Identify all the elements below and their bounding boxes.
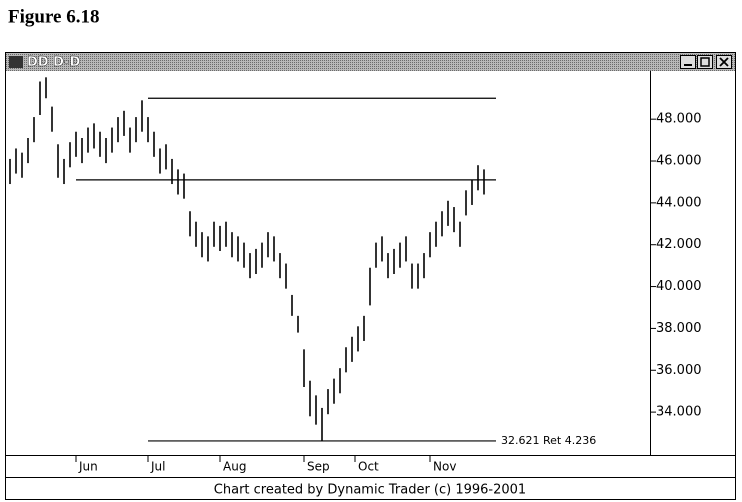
window-title: DD D-D bbox=[27, 55, 81, 70]
title-bar bbox=[6, 53, 735, 71]
y-tick-label: 38.000 bbox=[656, 321, 702, 336]
x-tick-label: Oct bbox=[358, 460, 379, 474]
x-tick-label: Nov bbox=[433, 460, 456, 474]
y-tick-label: 46.000 bbox=[656, 154, 702, 169]
x-tick-label: Aug bbox=[223, 460, 246, 474]
x-tick-label: Jul bbox=[150, 460, 165, 474]
x-tick-label: Jun bbox=[78, 460, 98, 474]
y-tick-label: 44.000 bbox=[656, 195, 702, 210]
y-tick-label: 42.000 bbox=[656, 237, 702, 252]
level-label: 32.621 Ret 4.236 bbox=[501, 434, 596, 447]
y-tick-label: 34.000 bbox=[656, 405, 702, 420]
x-tick-label: Sep bbox=[307, 460, 330, 474]
figure-label: Figure 6.18 bbox=[8, 6, 99, 27]
y-tick-label: 48.000 bbox=[656, 112, 702, 127]
footer: Chart created by Dynamic Trader (c) 1996… bbox=[214, 483, 526, 498]
minimize-button[interactable] bbox=[680, 55, 696, 69]
window-buttons[interactable] bbox=[680, 55, 732, 69]
y-tick-label: 36.000 bbox=[656, 363, 702, 378]
y-tick-label: 40.000 bbox=[656, 279, 702, 294]
window-icon bbox=[9, 56, 23, 68]
